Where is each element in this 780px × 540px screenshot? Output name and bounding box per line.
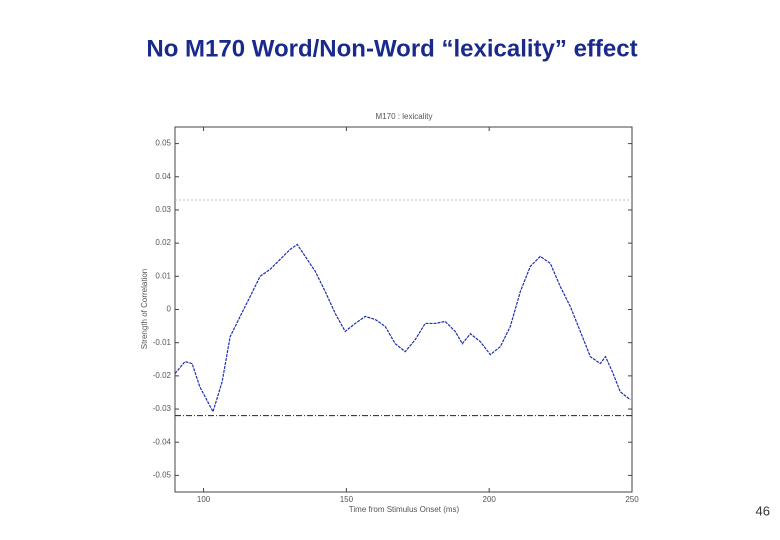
y-tick-label: -0.03 (153, 404, 172, 413)
y-tick-label: -0.04 (153, 437, 172, 446)
slide-title: No M170 Word/Non-Word “lexicality” effec… (146, 35, 637, 62)
y-tick-label: 0.04 (155, 172, 171, 181)
y-tick-label: -0.02 (153, 371, 172, 380)
x-tick-label: 200 (483, 495, 497, 504)
plot-frame (174, 126, 633, 493)
x-tick-label: 150 (340, 495, 354, 504)
x-axis-label: Time from Stimulus Onset (ms) (349, 505, 460, 514)
data-line (174, 243, 631, 414)
y-tick-label: 0 (167, 305, 172, 314)
y-tick-label: -0.01 (153, 338, 172, 347)
x-tick-label: 100 (197, 495, 211, 504)
page-number: 46 (756, 503, 770, 518)
y-tick-label: 0.02 (155, 238, 171, 247)
x-tick-label: 250 (625, 495, 639, 504)
y-axis-label: Strength of Correlation (140, 269, 149, 350)
chart-title: M170 : lexicality (376, 112, 433, 121)
y-tick-label: 0.03 (155, 205, 171, 214)
y-tick-label: 0.01 (155, 271, 171, 280)
y-tick-label: 0.05 (155, 139, 171, 148)
y-tick-label: -0.05 (153, 471, 172, 480)
